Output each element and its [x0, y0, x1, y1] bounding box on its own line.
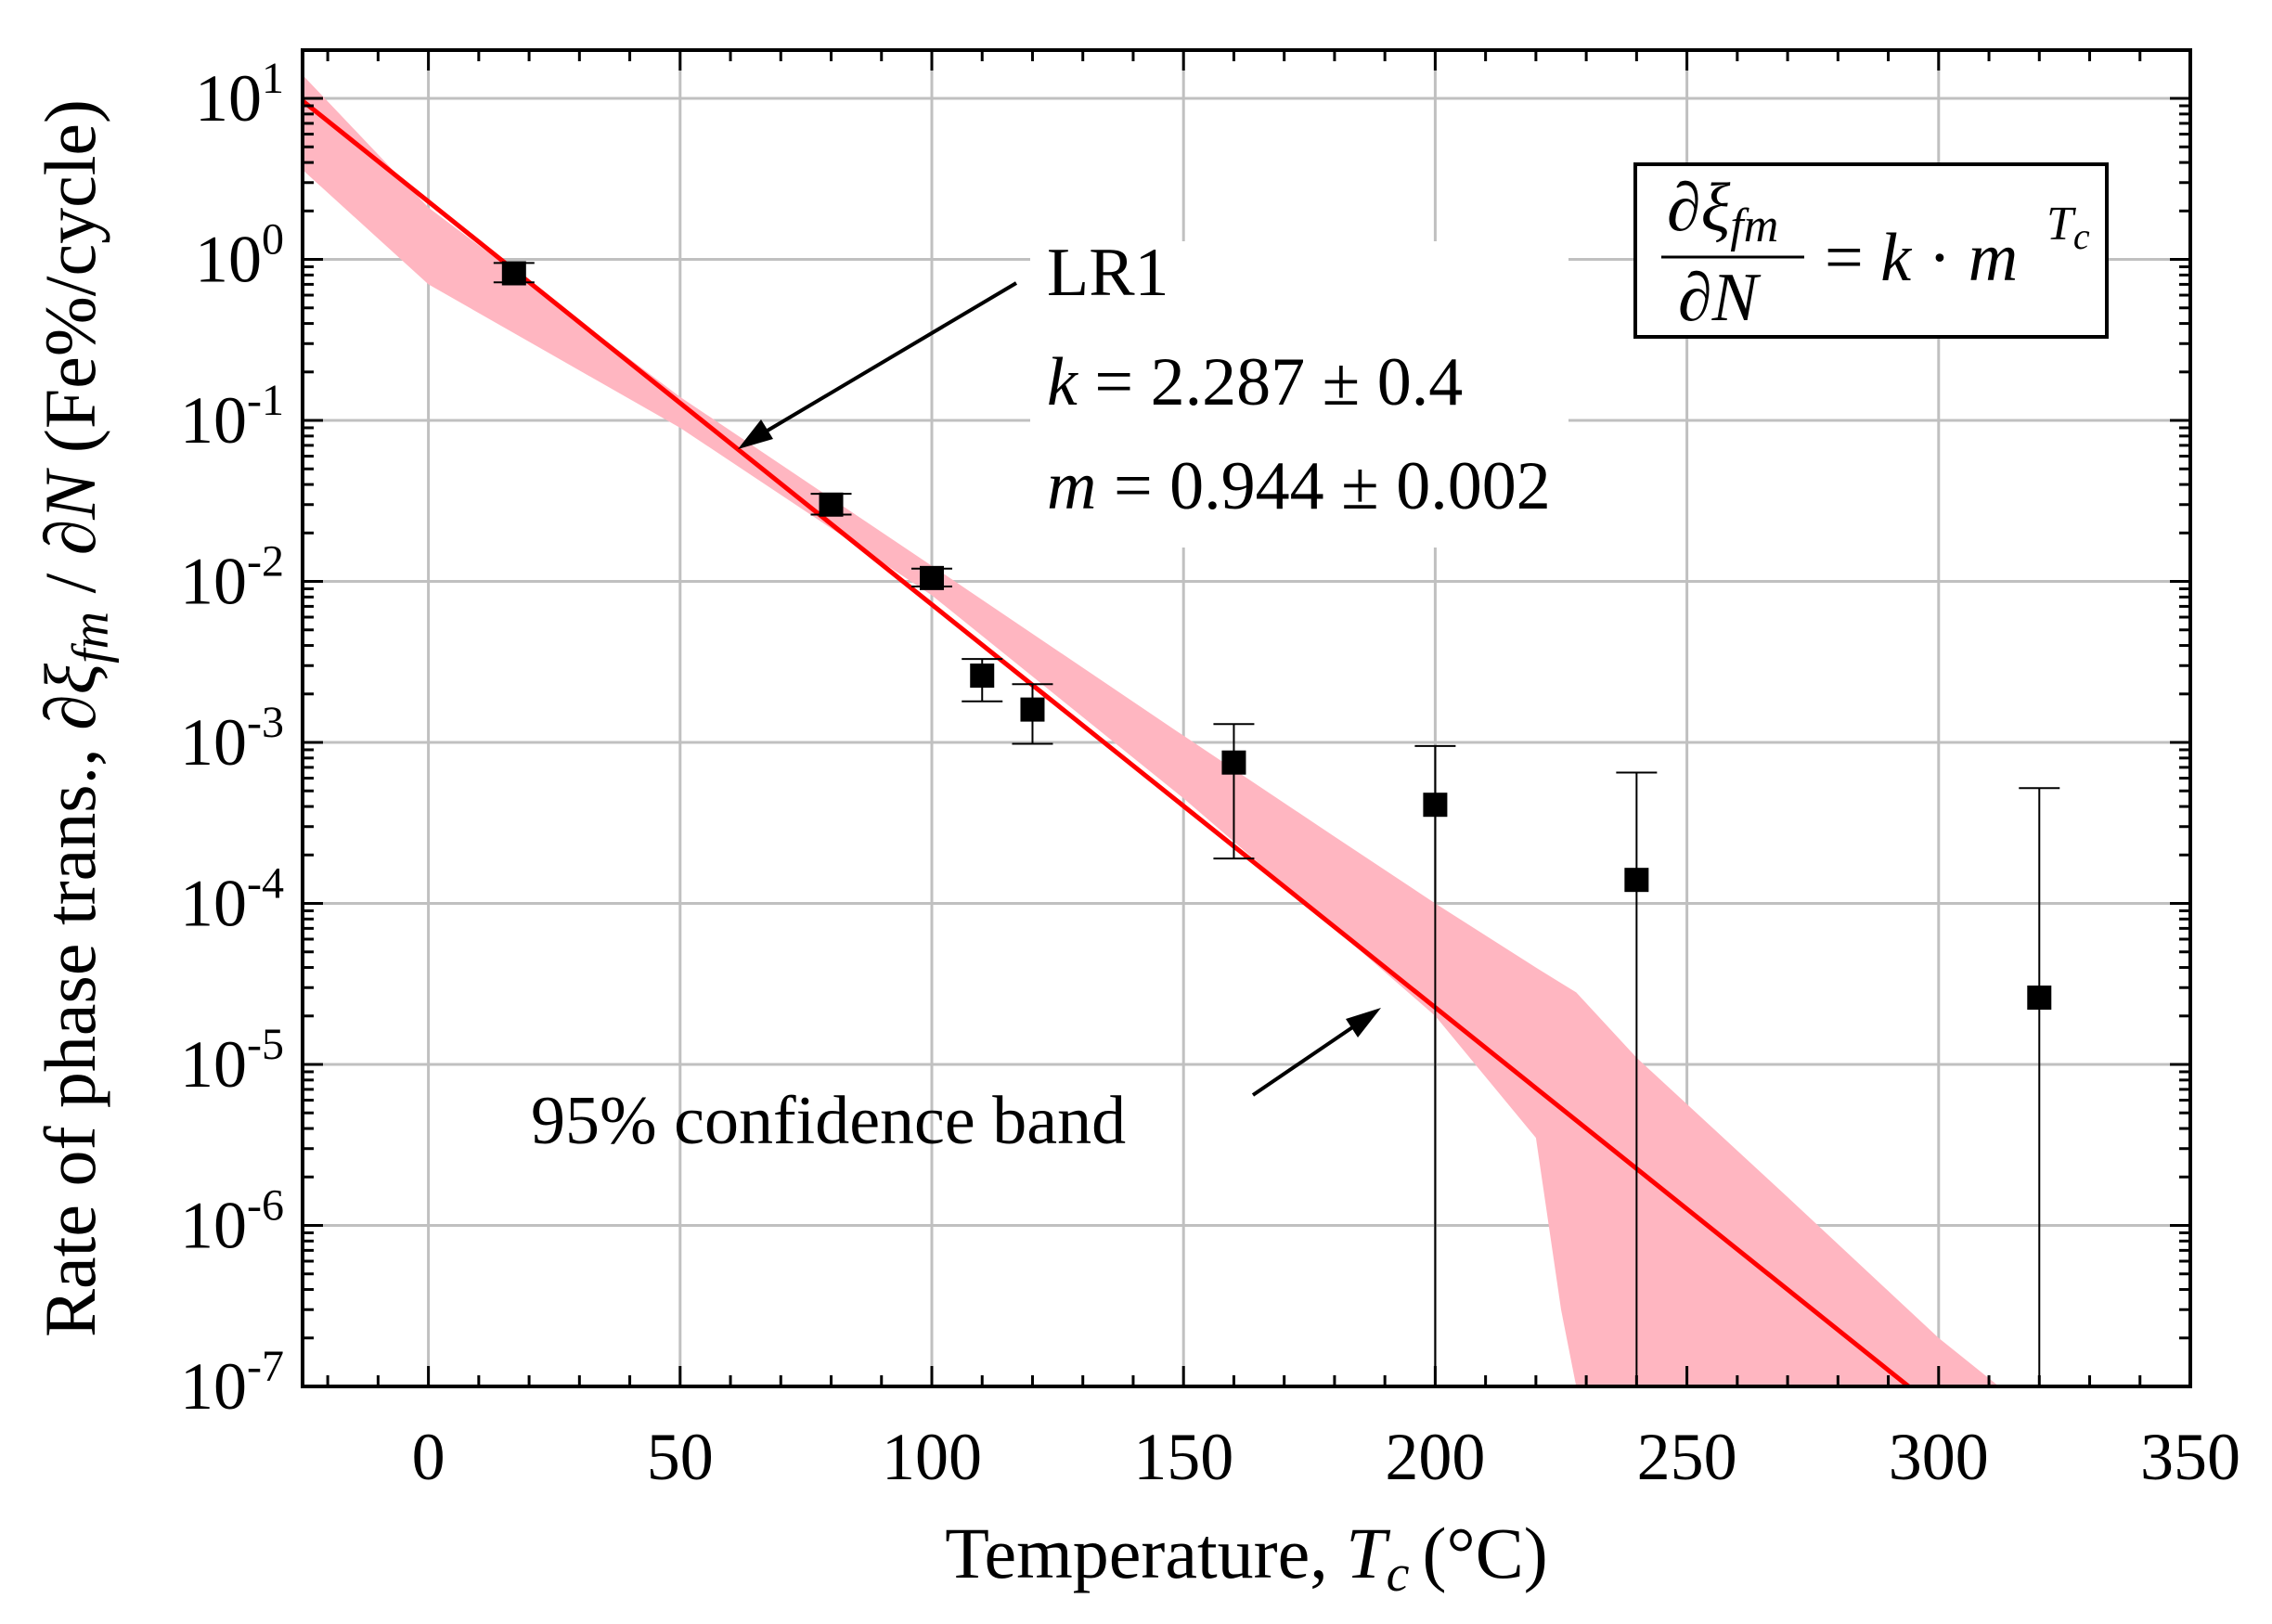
- m-value: = 0.944 ± 0.002: [1096, 448, 1550, 524]
- formula-denominator: ∂N: [1678, 260, 1762, 336]
- y-axis-xi: ξ: [30, 663, 110, 694]
- formula-sup-c: c: [2073, 215, 2090, 257]
- lr1-label: LR1: [1047, 235, 1169, 311]
- x-axis-title-text: Temperature,: [945, 1513, 1327, 1593]
- data-point: [501, 261, 526, 286]
- x-axis-title: Temperature, Tc (°C): [945, 1513, 1547, 1603]
- m-symbol: m: [1047, 448, 1096, 524]
- data-points: [501, 261, 2052, 1011]
- lr1-arrow-head: [738, 419, 773, 449]
- x-tick-label: 250: [1637, 1420, 1737, 1494]
- y-tick-label: 10-4: [180, 859, 284, 941]
- y-axis-title-prefix: Rate of phase trans., ∂: [30, 694, 110, 1337]
- y-tick-label: 10-3: [180, 698, 284, 780]
- formula-exponent: Tc: [2046, 198, 2090, 257]
- y-tick-label: 10-2: [180, 537, 284, 619]
- formula-den-partial: ∂: [1678, 260, 1712, 336]
- y-tick-label: 10-7: [180, 1342, 284, 1424]
- formula-k: k: [1880, 220, 1912, 296]
- band-arrow-line: [1251, 1016, 1368, 1097]
- y-axis-unit: (Fe%/cycle): [30, 99, 110, 471]
- y-tick-label: 101: [195, 54, 284, 135]
- lr1-arrow-line: [750, 281, 1018, 442]
- data-point: [1221, 750, 1246, 775]
- y-axis-subscript: fm: [62, 612, 120, 664]
- formula-m: m: [1969, 220, 2018, 296]
- k-symbol: k: [1047, 344, 1078, 420]
- formula-num-xi: ξ: [1701, 170, 1731, 246]
- x-tick-label: 50: [647, 1420, 714, 1494]
- band-arrow-head: [1346, 1008, 1381, 1038]
- x-axis-symbol: T: [1346, 1513, 1390, 1593]
- y-tick-labels: 101 100 10-1 10-2 10-3 10-4 10-5 10-6 10-7: [180, 54, 284, 1424]
- x-axis-subscript: c: [1387, 1545, 1410, 1603]
- formula-equals: =: [1825, 220, 1880, 296]
- x-axis-unit: (°C): [1423, 1513, 1548, 1593]
- axis-ticks: [303, 50, 2192, 1388]
- formula-num-partial: ∂: [1667, 170, 1701, 246]
- fit-line: [303, 98, 1913, 1386]
- formula-sup-T: T: [2046, 198, 2076, 251]
- y-tick-label: 10-5: [180, 1020, 284, 1102]
- confidence-band: [303, 74, 1999, 1386]
- formula-dot: ·: [1911, 220, 1969, 296]
- x-tick-label: 200: [1385, 1420, 1485, 1494]
- formula-numerator: ∂ξfm: [1667, 170, 1778, 252]
- y-axis-N: N: [30, 468, 110, 521]
- y-axis-title: Rate of phase trans., ∂ξfm / ∂N (Fe%/cyc…: [30, 99, 120, 1337]
- x-tick-label: 300: [1889, 1420, 1989, 1494]
- data-point: [819, 492, 844, 517]
- m-annotation: m = 0.944 ± 0.002: [1047, 448, 1551, 524]
- data-point: [920, 565, 944, 590]
- k-annotation: k = 2.287 ± 0.4: [1047, 344, 1463, 420]
- k-value: = 2.287 ± 0.4: [1078, 344, 1463, 420]
- formula-num-sub: fm: [1730, 200, 1778, 252]
- plot-frame: [301, 48, 2192, 1388]
- data-point: [1624, 868, 1649, 893]
- x-tick-label: 100: [882, 1420, 982, 1494]
- x-tick-label: 150: [1133, 1420, 1233, 1494]
- x-tick-labels: 0 50 100 150 200 250 300 350: [412, 1420, 2240, 1494]
- x-tick-label: 0: [412, 1420, 445, 1494]
- formula-box: [1633, 162, 2109, 339]
- band-label: 95% confidence band: [531, 1083, 1126, 1159]
- x-tick-label: 350: [2140, 1420, 2240, 1494]
- formula-den-N: N: [1711, 260, 1762, 336]
- data-point: [1020, 697, 1045, 722]
- formula-rhs: = k · m: [1825, 220, 2018, 296]
- y-tick-label: 10-6: [180, 1181, 284, 1263]
- data-point: [970, 664, 995, 689]
- y-tick-label: 100: [195, 215, 284, 297]
- data-point: [2027, 986, 2052, 1011]
- y-axis-title-mid: / ∂: [30, 520, 110, 612]
- annotation-backdrop: [1030, 241, 1568, 548]
- y-tick-label: 10-1: [180, 376, 284, 458]
- data-point: [1423, 793, 1448, 818]
